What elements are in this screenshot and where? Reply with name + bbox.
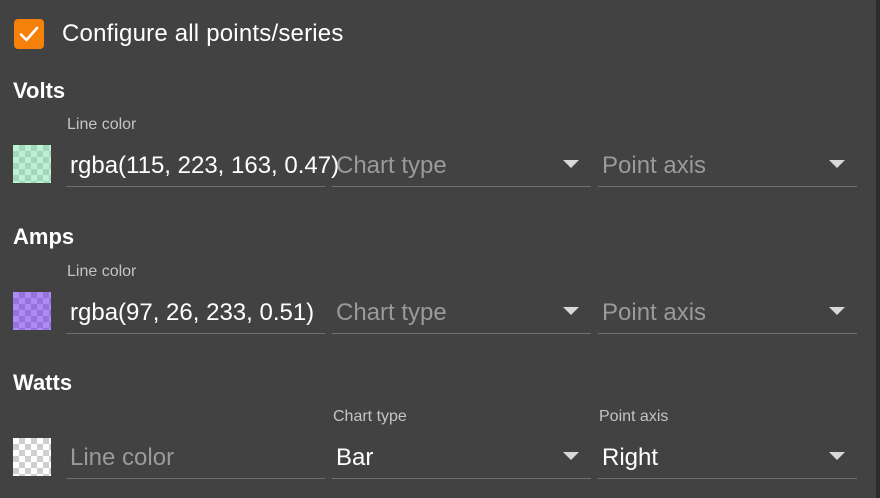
configure-all-row[interactable]: Configure all points/series <box>14 18 344 50</box>
swatch-tint-amps <box>13 292 51 330</box>
point-axis-value-watts: Right <box>602 444 659 471</box>
configure-all-label: Configure all points/series <box>62 20 344 47</box>
chevron-down-icon <box>563 307 579 315</box>
chart-type-value-watts: Bar <box>336 444 374 471</box>
chart-type-label-watts: Chart type <box>333 408 407 425</box>
chart-type-select-watts[interactable]: Chart type Bar <box>332 408 591 479</box>
chevron-down-icon <box>829 452 845 460</box>
point-axis-label-watts: Point axis <box>599 408 669 425</box>
line-color-field-amps[interactable]: Line color rgba(97, 26, 233, 0.51) <box>66 263 325 334</box>
line-color-value-volts: rgba(115, 223, 163, 0.47) <box>70 152 340 179</box>
panel-edge <box>876 0 880 498</box>
chart-type-placeholder-volts: Chart type <box>336 152 447 179</box>
point-axis-placeholder-amps: Point axis <box>602 299 707 326</box>
series-title-amps: Amps <box>13 224 75 249</box>
swatch-tint-volts <box>13 145 51 183</box>
chevron-down-icon <box>563 160 579 168</box>
swatch-watts[interactable] <box>13 438 51 476</box>
point-axis-select-watts[interactable]: Point axis Right <box>598 408 857 479</box>
point-axis-placeholder-volts: Point axis <box>602 152 707 179</box>
point-axis-select-amps[interactable]: Point axis <box>598 289 857 334</box>
line-color-value-amps: rgba(97, 26, 233, 0.51) <box>70 299 315 326</box>
series-title-watts: Watts <box>13 370 73 395</box>
line-color-field-watts[interactable]: Line color <box>66 434 325 479</box>
check-icon <box>19 26 39 42</box>
line-color-placeholder-watts: Line color <box>70 444 175 471</box>
swatch-volts[interactable] <box>13 145 51 183</box>
line-color-label-volts: Line color <box>67 116 137 133</box>
line-color-field-volts[interactable]: Line color rgba(115, 223, 163, 0.47) <box>66 116 339 187</box>
chevron-down-icon <box>829 160 845 168</box>
chevron-down-icon <box>563 452 579 460</box>
series-title-volts: Volts <box>13 78 66 103</box>
chart-type-placeholder-amps: Chart type <box>336 299 447 326</box>
chevron-down-icon <box>829 307 845 315</box>
chart-type-select-volts[interactable]: Chart type <box>332 142 591 187</box>
line-color-label-amps: Line color <box>67 263 137 280</box>
configure-all-checkbox[interactable] <box>14 19 44 49</box>
chart-type-select-amps[interactable]: Chart type <box>332 289 591 334</box>
swatch-amps[interactable] <box>13 292 51 330</box>
point-axis-select-volts[interactable]: Point axis <box>598 142 857 187</box>
